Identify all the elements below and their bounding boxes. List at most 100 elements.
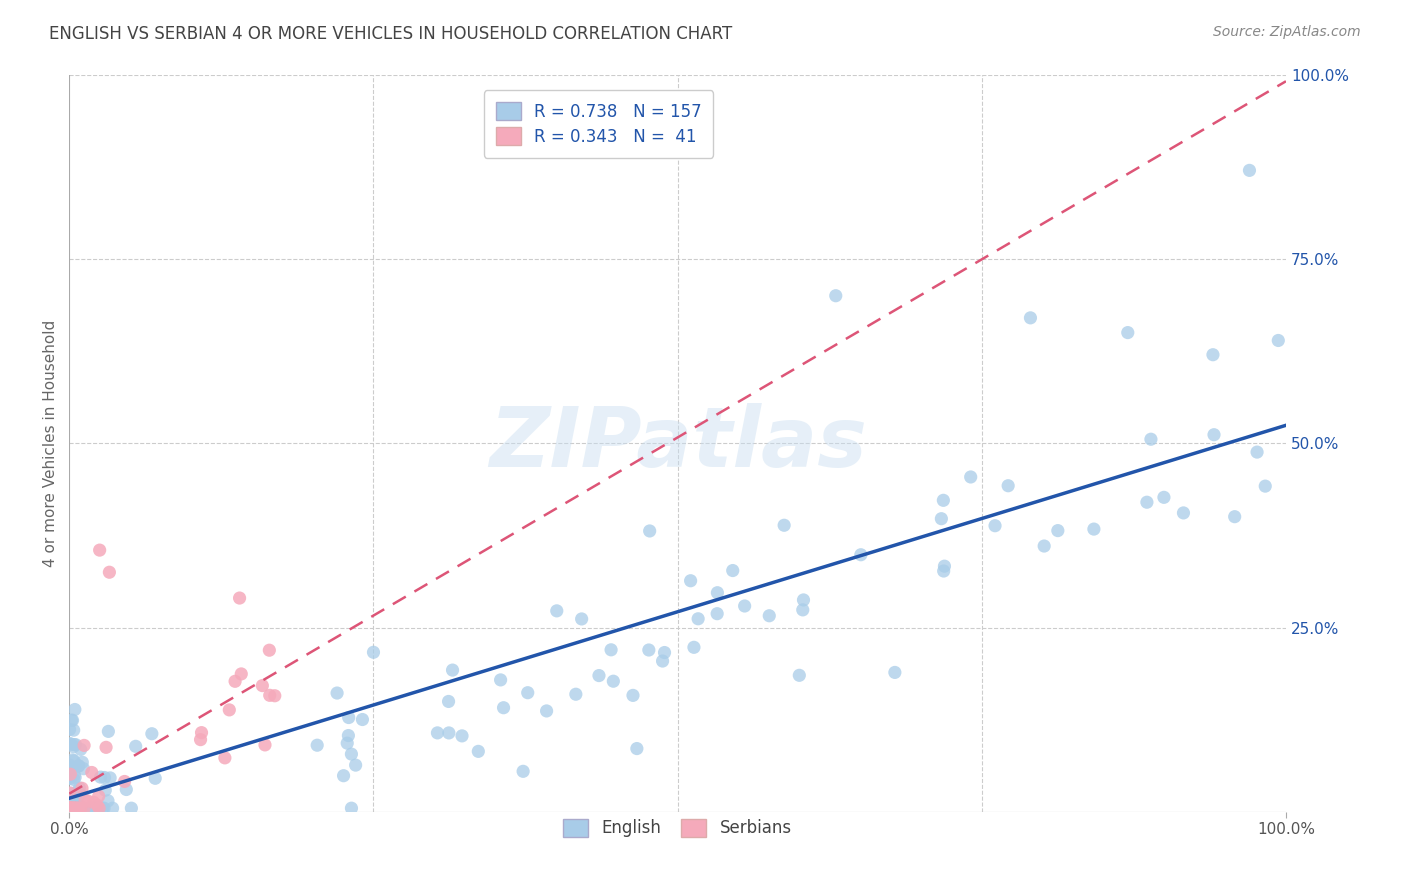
Point [332,769,354,783]
Point [1202,427,1225,442]
Point [97,724,120,739]
Point [66,790,89,805]
Point [63,702,86,716]
Point [1033,539,1056,553]
Point [63,768,86,782]
Point [63,801,86,815]
Point [492,700,515,714]
Point [98,566,121,580]
Point [932,564,955,578]
Point [79,801,101,815]
Point [80,765,103,780]
Point [72,801,94,815]
Point [63,754,86,768]
Point [1246,445,1268,459]
Point [997,479,1019,493]
Point [62,739,84,754]
Point [75,793,97,807]
Point [536,704,558,718]
Point [60,789,83,803]
Point [638,524,661,538]
Point [59,737,82,751]
Point [1019,310,1042,325]
Point [849,548,872,562]
Point [67,801,90,815]
Point [91,801,114,815]
Point [59,801,82,815]
Point [621,689,644,703]
Point [59,792,82,806]
Point [89,543,111,558]
Point [58,796,80,810]
Point [721,564,744,578]
Point [79,801,101,815]
Point [326,686,349,700]
Point [62,772,84,787]
Point [467,744,489,758]
Point [932,493,955,508]
Point [340,747,363,761]
Point [90,770,112,784]
Point [58,801,80,815]
Point [1116,326,1139,340]
Point [59,786,82,800]
Point [72,756,94,770]
Point [59,770,82,784]
Point [773,518,796,533]
Point [98,771,121,785]
Point [93,771,115,785]
Point [115,782,138,797]
Point [792,593,814,607]
Point [58,801,80,815]
Point [58,723,80,737]
Point [73,739,96,753]
Point [1239,163,1261,178]
Point [60,801,83,815]
Point [79,801,101,815]
Point [59,801,82,815]
Point [344,758,367,772]
Point [67,780,90,795]
Point [62,801,84,815]
Point [58,800,80,814]
Point [141,727,163,741]
Point [60,786,83,800]
Point [59,791,82,805]
Point [58,761,80,775]
Point [59,767,82,781]
Point [60,761,83,775]
Point [1267,334,1289,348]
Point [65,801,87,815]
Point [1202,348,1225,362]
Point [1223,509,1246,524]
Point [263,689,285,703]
Point [72,762,94,776]
Point [426,726,449,740]
Point [451,729,474,743]
Point [688,612,710,626]
Point [516,686,538,700]
Point [69,801,91,815]
Point [259,689,281,703]
Point [62,801,84,815]
Point [86,801,108,815]
Point [125,739,148,754]
Point [63,791,86,805]
Point [512,764,534,779]
Point [67,759,90,773]
Point [69,801,91,815]
Point [60,801,83,815]
Point [69,742,91,756]
Point [94,740,117,755]
Point [65,801,87,815]
Point [59,801,82,815]
Point [84,801,107,815]
Point [959,470,981,484]
Point [67,758,90,772]
Point [190,725,212,739]
Point [69,788,91,802]
Point [626,741,648,756]
Point [83,795,105,809]
Point [97,794,120,808]
Point [489,673,512,687]
